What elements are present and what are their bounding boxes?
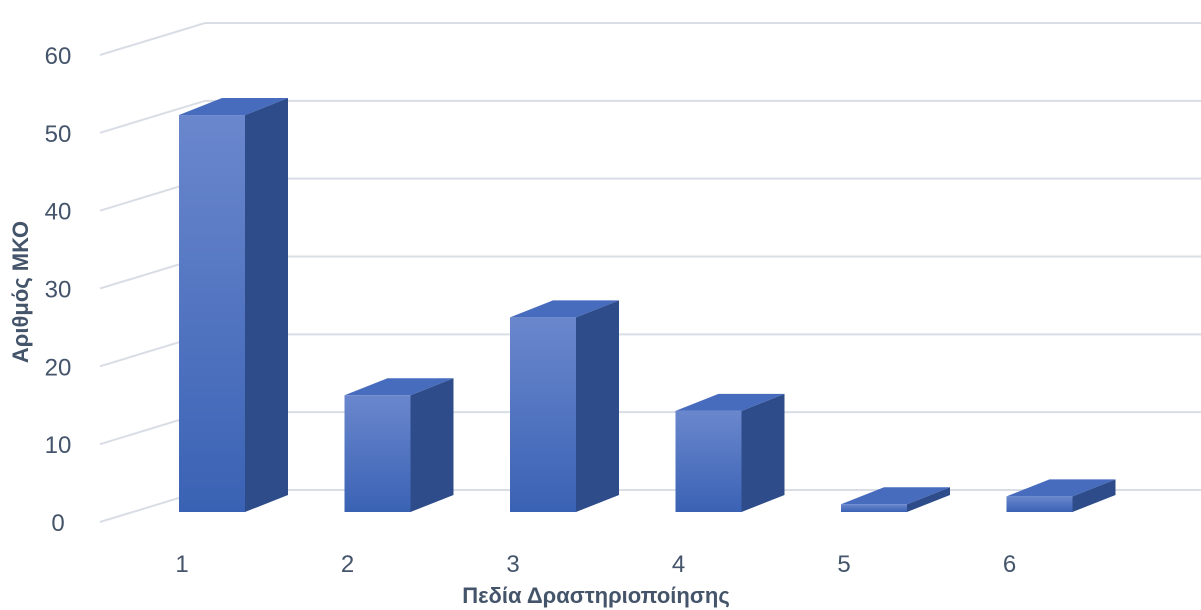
x-axis-title: Πεδία Δραστηριοποίησης — [462, 583, 730, 608]
y-tick-label: 10 — [45, 432, 72, 459]
bar — [344, 378, 454, 512]
x-tick-label: 4 — [672, 551, 685, 578]
bar-front-face — [510, 317, 576, 512]
bar-side-face — [576, 300, 619, 512]
bar — [675, 393, 785, 512]
y-axis-title: Αριθμός ΜΚΟ — [8, 221, 33, 363]
y-axis-ticks: 0 10 20 30 40 50 60 — [45, 43, 72, 537]
x-tick-label: 5 — [837, 551, 850, 578]
y-tick-label: 30 — [45, 277, 72, 304]
gridline — [99, 22, 1201, 56]
bar-side-face — [1072, 479, 1116, 512]
gridline — [99, 99, 1201, 134]
bar-top-face — [510, 300, 619, 318]
bar — [510, 300, 619, 512]
y-tick-label: 60 — [45, 43, 72, 70]
bar-top-face — [1006, 479, 1116, 497]
bar — [179, 98, 288, 513]
x-tick-label: 6 — [1003, 551, 1016, 578]
bar-top-face — [344, 378, 454, 396]
bar-front-face — [344, 395, 411, 512]
bar-top-face — [179, 98, 288, 116]
bar — [841, 487, 950, 512]
y-tick-label: 20 — [45, 354, 72, 381]
bar-front-face — [841, 504, 907, 512]
bar-side-face — [410, 378, 454, 512]
bar — [1006, 479, 1116, 512]
y-tick-label: 50 — [45, 121, 72, 148]
y-tick-label: 0 — [51, 510, 64, 537]
bar-side-face — [741, 393, 785, 512]
bar-side-face — [245, 98, 288, 513]
x-tick-label: 1 — [175, 551, 188, 578]
bar-top-face — [841, 487, 950, 505]
bar-front-face — [179, 115, 245, 513]
bar-front-face — [1006, 496, 1073, 512]
y-tick-label: 40 — [45, 199, 72, 226]
bar-side-face — [907, 487, 950, 512]
x-tick-label: 2 — [341, 551, 354, 578]
bar-front-face — [675, 410, 742, 512]
bar-top-face — [675, 393, 785, 411]
x-axis-ticks: 1 2 3 4 5 6 — [175, 551, 1016, 578]
bars — [179, 98, 1116, 513]
x-tick-label: 3 — [506, 551, 519, 578]
